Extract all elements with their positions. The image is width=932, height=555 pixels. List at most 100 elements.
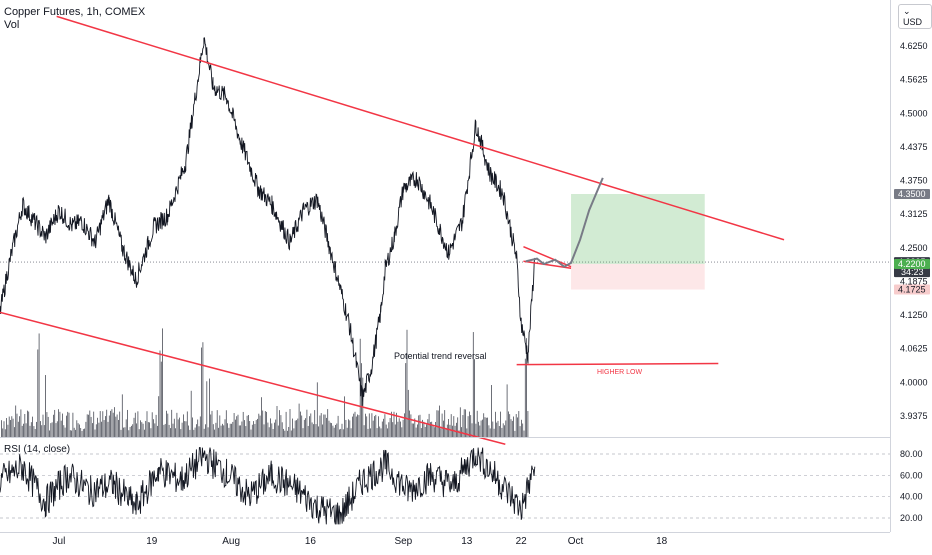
- volume-bar: [218, 427, 219, 437]
- volume-bar: [374, 416, 375, 437]
- price-tick-label: 4.0000: [900, 377, 928, 387]
- volume-bar: [437, 410, 439, 437]
- volume-bar: [108, 415, 110, 437]
- volume-bar: [142, 423, 144, 437]
- volume-bar: [476, 410, 478, 437]
- volume-bar: [254, 423, 256, 437]
- volume-bar: [158, 396, 160, 437]
- volume-bar: [118, 419, 119, 437]
- volume-bar: [8, 416, 10, 437]
- volume-bar: [307, 425, 309, 437]
- volume-bar: [255, 420, 257, 437]
- volume-bar: [479, 425, 481, 437]
- price-tick-label: 4.0625: [900, 344, 928, 354]
- volume-bar: [114, 407, 115, 437]
- volume-bar: [485, 417, 487, 437]
- volume-bar: [93, 411, 95, 437]
- volume-bar: [34, 429, 36, 437]
- volume-bar: [16, 413, 18, 437]
- time-tick-label: Oct: [568, 536, 584, 547]
- volume-bar: [170, 428, 171, 437]
- volume-bar: [333, 427, 335, 437]
- volume-bar: [258, 413, 260, 437]
- volume-bar: [79, 424, 80, 437]
- volume-bar: [294, 420, 296, 437]
- currency-button[interactable]: ⌄ USD: [898, 4, 932, 29]
- volume-bar: [355, 416, 357, 437]
- volume-bar: [14, 427, 15, 437]
- rsi-scale-label: 40.00: [900, 492, 923, 502]
- volume-bar: [423, 421, 425, 437]
- volume-bar: [440, 428, 442, 437]
- volume-bar: [2, 428, 4, 437]
- volume-bar: [207, 427, 209, 437]
- volume-bar: [298, 403, 300, 437]
- volume-bar: [45, 375, 46, 437]
- volume-bar: [127, 409, 128, 437]
- volume-bar: [115, 416, 117, 437]
- volume-bar: [500, 411, 501, 437]
- volume-bar: [220, 425, 222, 437]
- volume-bar: [266, 411, 267, 437]
- volume-bar: [418, 415, 420, 437]
- volume-bar: [53, 414, 54, 437]
- volume-bar: [194, 427, 196, 437]
- chart-title: Copper Futures, 1h, COMEX: [4, 6, 146, 18]
- price-tick-label: 3.9375: [900, 411, 928, 421]
- volume-bar: [209, 378, 210, 437]
- volume-bar: [30, 422, 32, 437]
- time-tick-label: 22: [516, 536, 528, 547]
- volume-bar: [354, 411, 356, 437]
- volume-bar: [129, 426, 131, 437]
- volume-bar: [197, 419, 199, 437]
- volume-bar: [121, 394, 123, 437]
- volume-bar: [210, 414, 212, 437]
- rsi-scale-label: 60.00: [900, 470, 923, 480]
- volume-bar: [337, 415, 339, 437]
- volume-bar: [522, 423, 524, 437]
- volume-bar: [467, 416, 469, 437]
- volume-bar: [411, 423, 413, 437]
- volume-bar: [131, 425, 132, 437]
- volume-bar: [233, 413, 235, 437]
- volume-bar: [316, 382, 318, 437]
- volume-bar: [375, 414, 377, 437]
- current-price-badge-timer: 34:23: [901, 267, 924, 277]
- entry-badge-bg: [894, 258, 930, 269]
- volume-bar: [392, 422, 394, 437]
- volume-bar: [439, 405, 440, 437]
- volume-bar: [290, 430, 292, 437]
- rsi-line: [0, 447, 536, 525]
- volume-bar: [33, 426, 35, 437]
- volume-bar: [50, 423, 52, 437]
- volume-bar: [56, 421, 58, 437]
- volume-bar: [350, 428, 352, 437]
- volume-bar: [144, 429, 145, 437]
- volume-bar: [20, 409, 22, 437]
- volume-bar: [484, 417, 486, 437]
- volume-bar: [88, 414, 89, 437]
- volume-bar: [453, 416, 455, 437]
- volume-bar: [111, 409, 113, 437]
- volume-bar: [456, 422, 457, 437]
- volume-bar: [370, 428, 371, 437]
- volume-bar: [428, 413, 430, 437]
- pane-divider[interactable]: [0, 437, 890, 438]
- time-tick-label: Sep: [394, 536, 412, 547]
- volume-bar: [270, 418, 271, 437]
- volume-bar: [37, 349, 39, 437]
- volume-bar: [289, 409, 291, 437]
- entry-badge-label: 4.2200: [898, 259, 926, 269]
- volume-bar: [323, 414, 325, 437]
- volume-bar: [259, 415, 261, 437]
- volume-bar: [332, 425, 334, 437]
- volume-bar: [501, 427, 503, 437]
- volume-bar: [136, 423, 137, 437]
- time-tick-label: Jul: [53, 536, 66, 547]
- volume-bar: [167, 413, 169, 437]
- volume-bar: [514, 430, 516, 437]
- volume-bar: [7, 424, 9, 437]
- volume-bar: [97, 417, 98, 437]
